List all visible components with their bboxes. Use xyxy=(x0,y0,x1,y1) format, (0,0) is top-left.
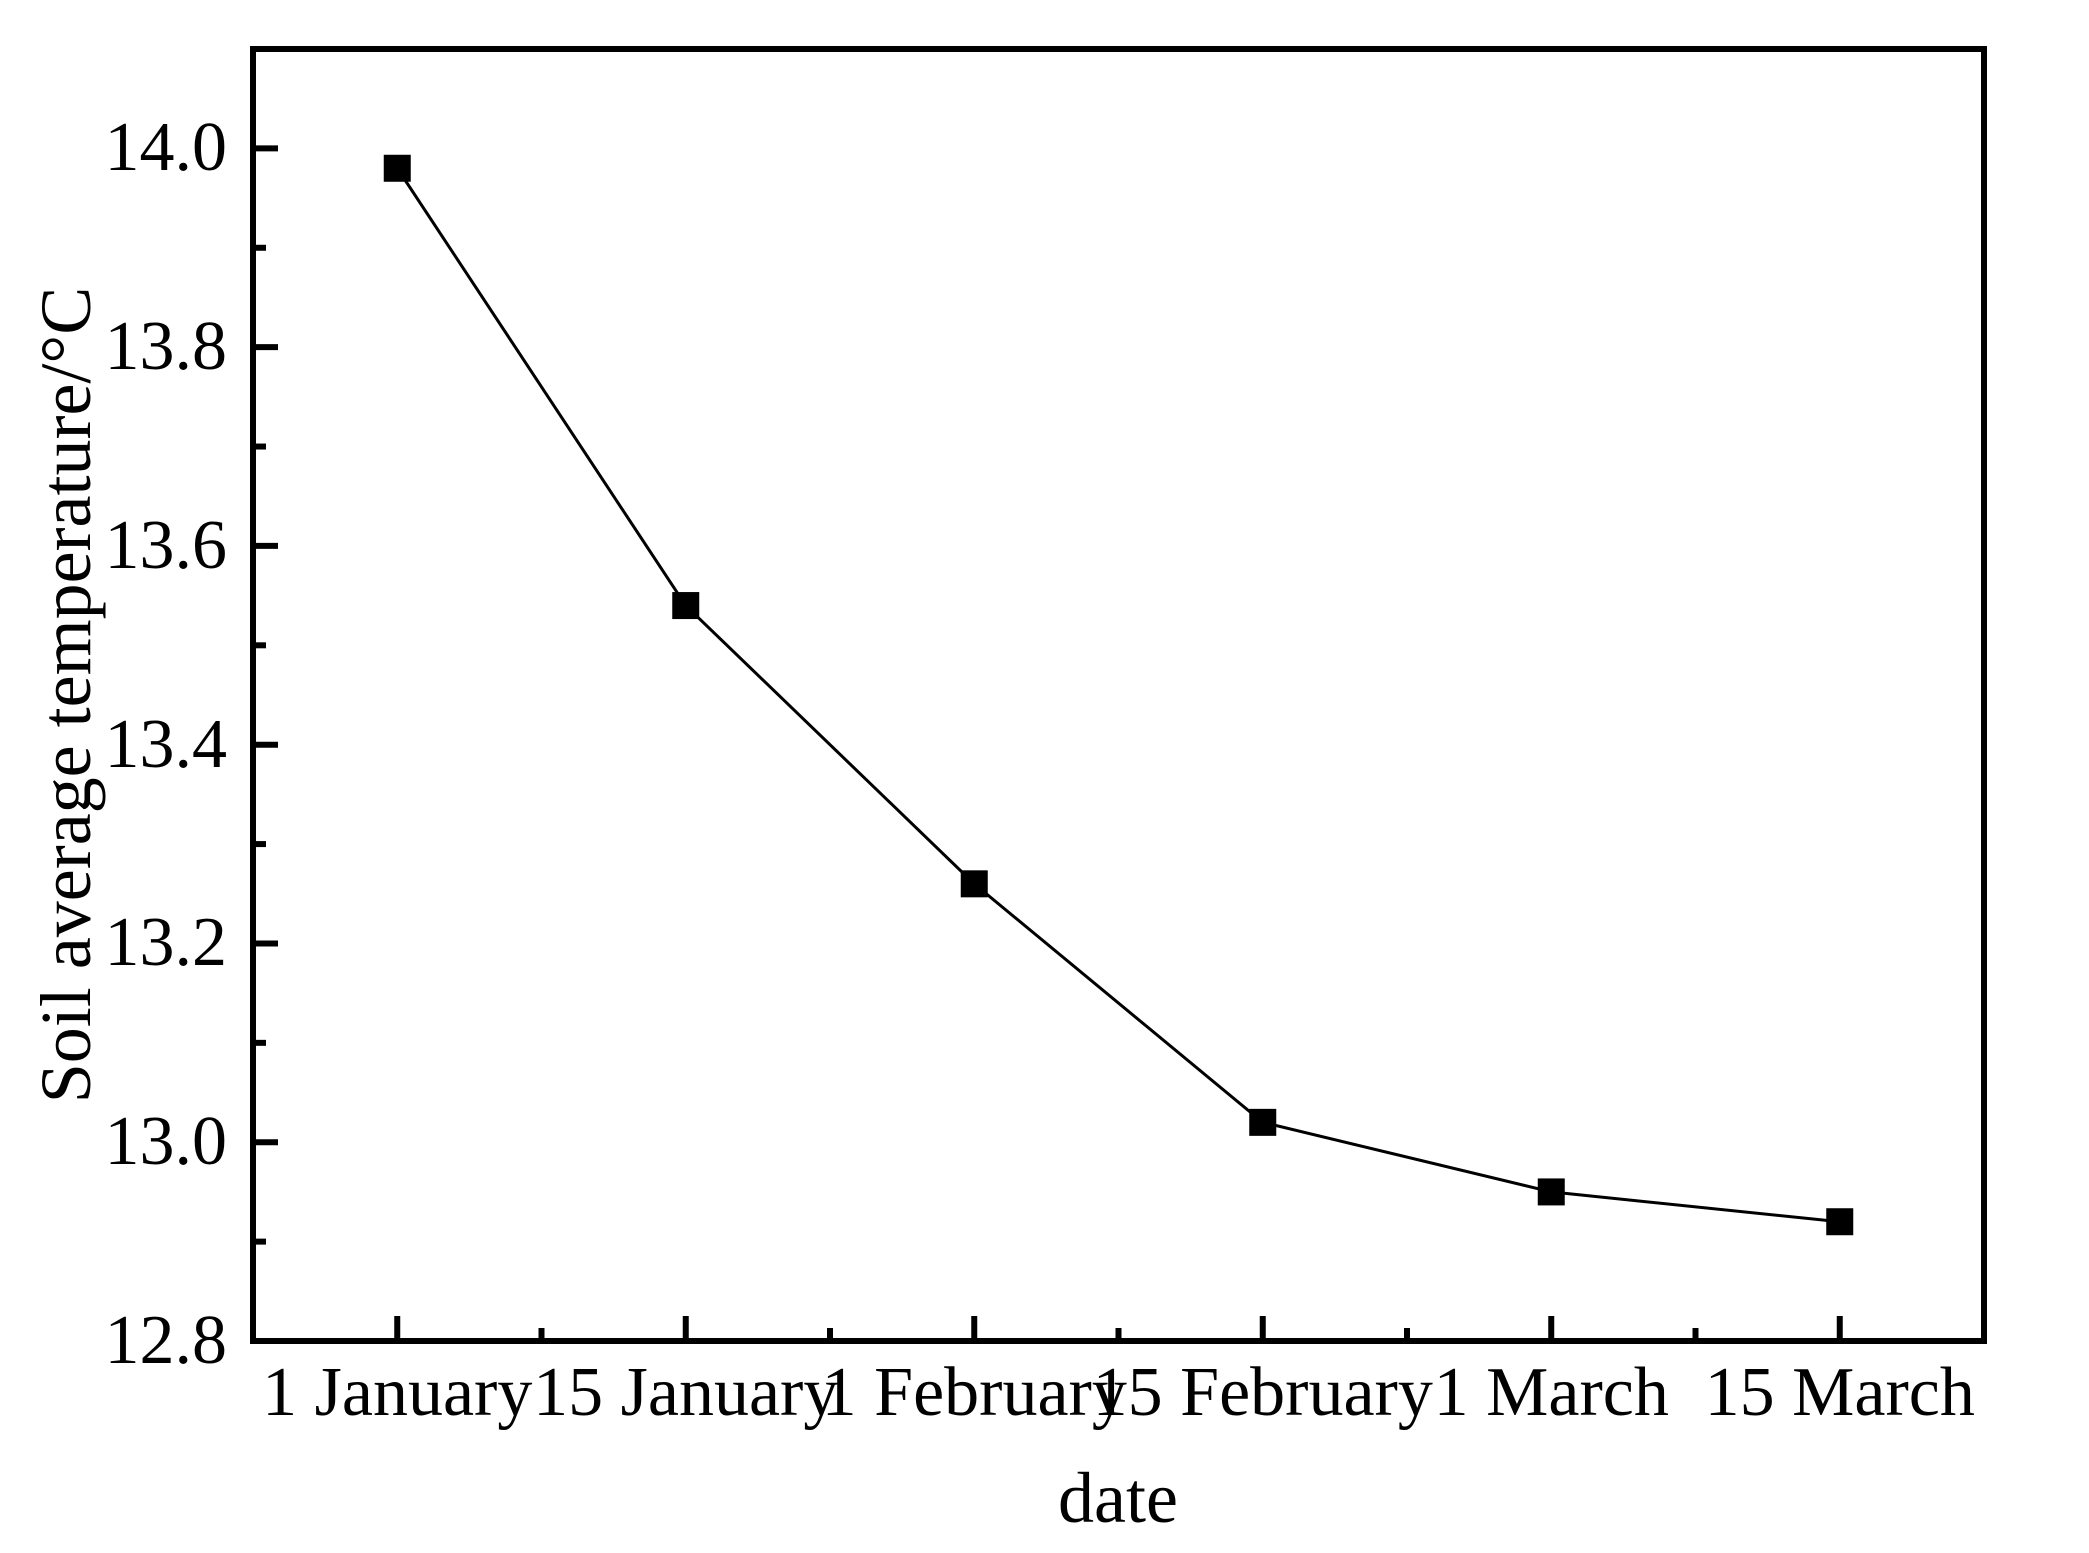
x-axis-title: date xyxy=(1058,1458,1178,1538)
x-tick-label: 1 January xyxy=(262,1354,533,1431)
x-tick-label: 1 March xyxy=(1433,1354,1669,1431)
x-tick-label: 15 March xyxy=(1704,1354,1975,1431)
y-axis-title: Soil average temperature/°C xyxy=(26,286,106,1104)
y-tick-label: 13.6 xyxy=(104,506,228,584)
y-tick-label: 13.4 xyxy=(104,705,228,783)
data-point-marker xyxy=(672,592,700,620)
x-tick-label: 15 January xyxy=(533,1354,839,1431)
y-tick-label: 12.8 xyxy=(104,1302,228,1379)
y-tick-label: 13.8 xyxy=(104,308,228,386)
data-point-marker xyxy=(1249,1108,1277,1136)
axes-frame xyxy=(250,46,1987,1344)
x-tick-label: 1 February xyxy=(821,1354,1127,1431)
data-point-marker xyxy=(1826,1208,1854,1236)
data-point-marker xyxy=(383,154,411,182)
y-tick-label: 13.2 xyxy=(104,904,228,982)
data-point-marker xyxy=(1537,1178,1565,1206)
data-point-marker xyxy=(960,870,988,898)
data-line xyxy=(395,167,1840,1224)
y-tick-label: 13.0 xyxy=(104,1103,228,1181)
y-tick-label: 14.0 xyxy=(104,109,228,187)
x-tick-label: 15 February xyxy=(1092,1354,1433,1431)
